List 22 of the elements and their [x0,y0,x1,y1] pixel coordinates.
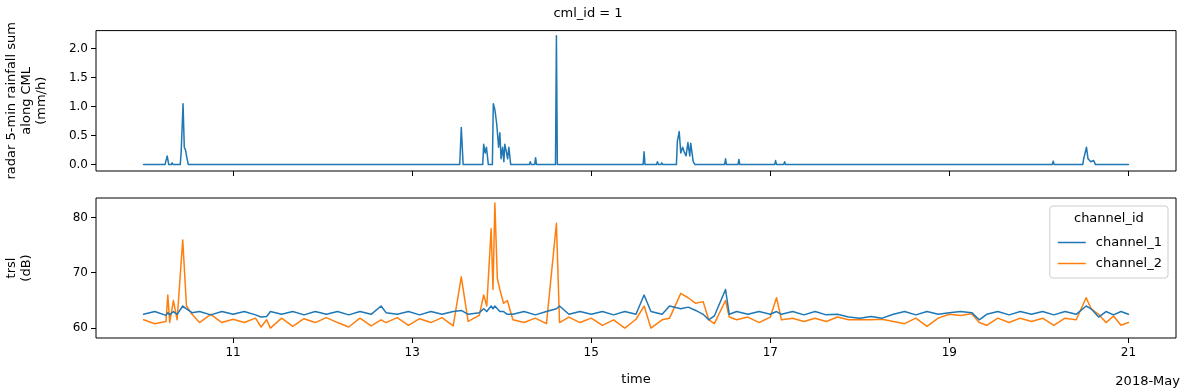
x-tick-label: 17 [762,345,778,360]
chart-title: cml_id = 1 [553,5,623,21]
y-tick-label: 1.0 [68,98,88,113]
x-tick-label: 15 [583,345,599,360]
x-tick-label: 21 [1120,345,1137,360]
y-tick-label: 80 [72,209,88,224]
y-tick-label: 70 [72,265,88,280]
legend-label: channel_2 [1095,254,1163,270]
y-tick-label: 0.0 [68,156,88,171]
x-axis-title: time [621,370,651,386]
x-tick-label: 19 [941,345,958,360]
legend-title: channel_id [1073,210,1144,226]
y-axis-title: trsl (dB) [2,254,33,282]
x-tick-label: 13 [404,345,420,360]
y-axis-title: radar 5-min rainfall sum along CML (mm/h) [2,22,48,180]
y-tick-label: 60 [72,320,88,335]
text: 2018-May [1115,372,1181,388]
y-tick-label: 0.5 [68,127,88,142]
y-tick-label: 1.5 [68,69,88,84]
x-tick-label: 11 [225,345,241,360]
y-tick-label: 2.0 [68,40,88,55]
legend-label: channel_1 [1095,233,1163,249]
